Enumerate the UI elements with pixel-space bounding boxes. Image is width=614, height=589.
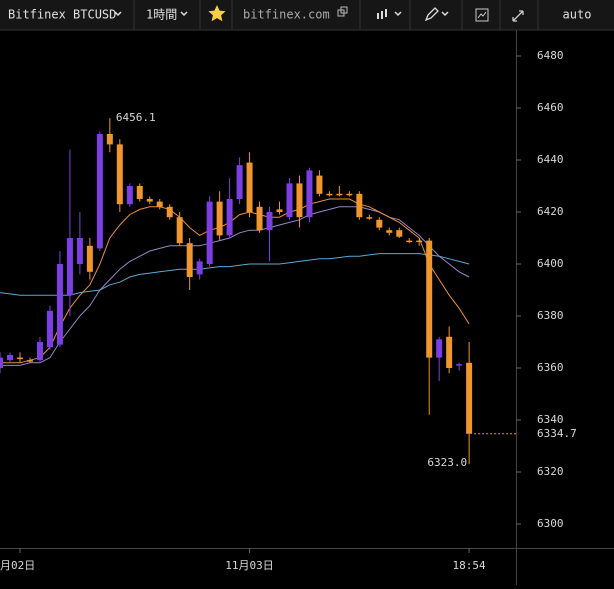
- candle-body: [176, 217, 183, 244]
- candle-body: [166, 206, 173, 218]
- y-tick-label: 6340: [537, 413, 564, 426]
- symbol-label: Bitfinex BTCUSD: [8, 8, 116, 22]
- last-price-label: 6334.7: [537, 427, 577, 440]
- chart-type-button[interactable]: [377, 9, 402, 19]
- y-tick-label: 6380: [537, 309, 564, 322]
- candle-body: [356, 193, 363, 218]
- candle-body: [446, 336, 453, 368]
- low-label: 6323.0: [427, 456, 467, 469]
- site-label: bitfinex.com: [243, 8, 330, 22]
- candle-body: [236, 165, 243, 199]
- candle-body: [336, 193, 343, 196]
- candle-body: [456, 364, 463, 366]
- x-tick-label: 11月03日: [225, 559, 274, 572]
- candle-body: [186, 243, 193, 277]
- candle-body: [286, 183, 293, 218]
- toolbar: Bitfinex BTCUSD 1時間 bitfinex.com: [0, 0, 614, 31]
- high-label: 6456.1: [116, 111, 156, 124]
- candle-body: [106, 134, 113, 145]
- indicator-icon: [475, 8, 489, 22]
- candle-body: [266, 212, 273, 231]
- scale-mode-button[interactable]: auto: [563, 8, 592, 22]
- dropdown-icon: [441, 11, 449, 17]
- y-tick-label: 6300: [537, 517, 564, 530]
- toolbar-bg: [0, 0, 614, 30]
- candle-body: [76, 238, 83, 264]
- candle-body: [466, 362, 473, 434]
- candle-body: [416, 240, 423, 243]
- candle-body: [436, 339, 443, 358]
- site-link[interactable]: bitfinex.com: [243, 6, 348, 22]
- candle-body: [306, 170, 313, 218]
- candle-body: [196, 261, 203, 275]
- last-price-badge: [517, 425, 614, 442]
- candle-body: [36, 342, 43, 361]
- candle-body: [346, 193, 353, 196]
- favorite-star[interactable]: [208, 5, 226, 22]
- candle-body: [136, 186, 143, 199]
- candle-body: [206, 201, 213, 264]
- interval-button[interactable]: 1時間: [146, 8, 188, 22]
- moving-average-line: [0, 198, 470, 364]
- interval-label: 1時間: [146, 8, 177, 22]
- candle-body: [66, 238, 73, 296]
- candle-body: [326, 193, 333, 196]
- candle-body: [256, 206, 263, 231]
- candle-icon: [377, 9, 387, 19]
- candle-body: [17, 357, 24, 360]
- pencil-icon: [424, 7, 439, 22]
- symbol-button[interactable]: Bitfinex BTCUSD: [8, 8, 122, 22]
- candle-body: [386, 230, 393, 233]
- indicator-button[interactable]: [475, 8, 489, 22]
- candle-body: [146, 199, 153, 202]
- candle-body: [406, 240, 413, 243]
- dropdown-icon: [394, 11, 402, 17]
- candle-body: [246, 162, 253, 212]
- draw-button[interactable]: [424, 7, 449, 22]
- y-tick-label: 6440: [537, 153, 564, 166]
- dropdown-icon: [180, 11, 188, 17]
- y-tick-label: 6460: [537, 101, 564, 114]
- y-tick-label: 6360: [537, 361, 564, 374]
- candle-body: [126, 186, 133, 205]
- candle-body: [0, 357, 4, 368]
- candle-body: [316, 175, 323, 194]
- y-tick-label: 6400: [537, 257, 564, 270]
- candle-body: [226, 199, 233, 236]
- candle-body: [396, 230, 403, 237]
- indicator-icon: [477, 11, 487, 19]
- external-icon: [340, 6, 348, 14]
- candle-body: [366, 217, 373, 219]
- x-tick-label: 18:54: [453, 559, 486, 572]
- x-tick-label: 月02日: [0, 559, 35, 572]
- moving-average-line: [0, 253, 470, 296]
- fullscreen-button[interactable]: [512, 10, 524, 22]
- candle-body: [276, 209, 283, 212]
- candle-body: [376, 219, 383, 228]
- y-tick-label: 6420: [537, 205, 564, 218]
- candle-body: [7, 355, 14, 361]
- candle-body: [56, 264, 63, 345]
- candle-body: [27, 360, 33, 362]
- candle-body: [426, 240, 433, 358]
- candle-body: [96, 134, 103, 249]
- candle-body: [296, 183, 303, 218]
- y-tick-label: 6320: [537, 465, 564, 478]
- y-tick-label: 6480: [537, 49, 564, 62]
- candle-body: [86, 245, 93, 272]
- candle-body: [156, 201, 163, 207]
- candle-body: [216, 201, 223, 236]
- dropdown-icon: [114, 11, 122, 17]
- candle-body: [46, 310, 53, 348]
- candle-body: [116, 144, 123, 205]
